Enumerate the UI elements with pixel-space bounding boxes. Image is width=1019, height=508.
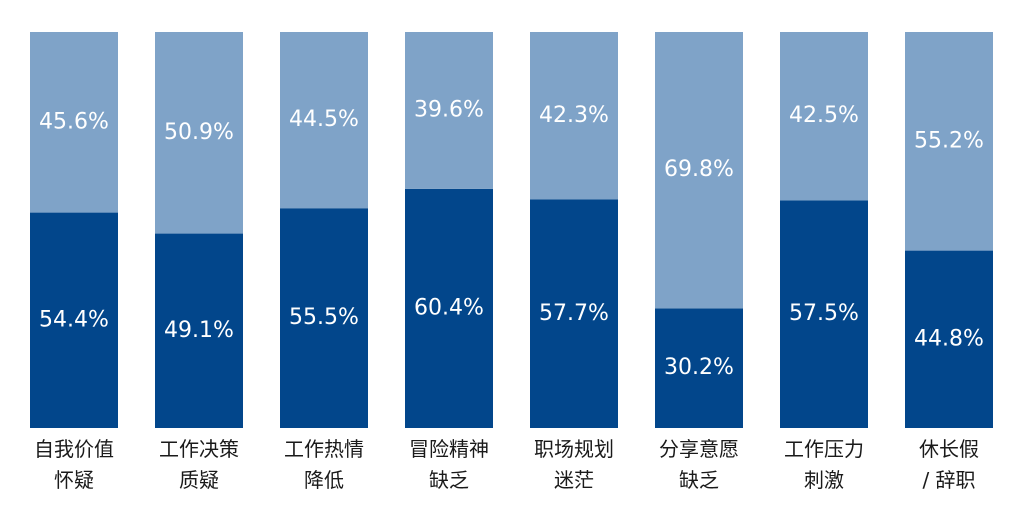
value-label: 54.4%: [39, 307, 109, 332]
bar-segment: [280, 208, 368, 428]
bar-segment: [155, 32, 243, 234]
x-tick-label: 工作热情 降低: [284, 437, 364, 492]
x-tick-label: 自我价值 怀疑: [34, 437, 114, 492]
bar-segment: [30, 32, 118, 213]
bar-segment: [655, 308, 743, 428]
bar-segment: [905, 250, 993, 428]
bar-segment: [655, 32, 743, 309]
x-tick-label: 工作压力 刺激: [784, 437, 864, 492]
value-label: 39.6%: [414, 97, 484, 122]
value-label: 50.9%: [164, 120, 234, 145]
bar-segment: [280, 32, 368, 209]
value-label: 57.5%: [789, 301, 859, 326]
bar-segment: [905, 32, 993, 251]
x-tick-label: 冒险精神 缺乏: [409, 437, 489, 492]
value-label: 60.4%: [414, 295, 484, 320]
x-tick-label: 分享意愿 缺乏: [659, 437, 739, 492]
bar-segment: [780, 200, 868, 428]
bar-segment: [405, 188, 493, 428]
bar-segment: [30, 212, 118, 428]
x-tick-label: 休长假 / 辞职: [919, 437, 979, 492]
x-tick-label: 工作决策 质疑: [159, 437, 239, 492]
value-label: 45.6%: [39, 109, 109, 134]
value-label: 55.2%: [914, 128, 984, 153]
bar-segment: [530, 32, 618, 200]
bar-segment: [530, 199, 618, 428]
x-tick-label: 职场规划 迷茫: [534, 437, 614, 492]
bar-segment: [780, 32, 868, 201]
value-label: 49.1%: [164, 318, 234, 343]
value-label: 42.5%: [789, 103, 859, 128]
bar-segment: [405, 32, 493, 189]
value-label: 44.8%: [914, 326, 984, 351]
value-label: 55.5%: [289, 305, 359, 330]
bar-segment: [155, 233, 243, 428]
value-label: 57.7%: [539, 301, 609, 326]
value-label: 42.3%: [539, 103, 609, 128]
value-label: 44.5%: [289, 107, 359, 132]
value-label: 69.8%: [664, 157, 734, 182]
value-label: 30.2%: [664, 355, 734, 380]
